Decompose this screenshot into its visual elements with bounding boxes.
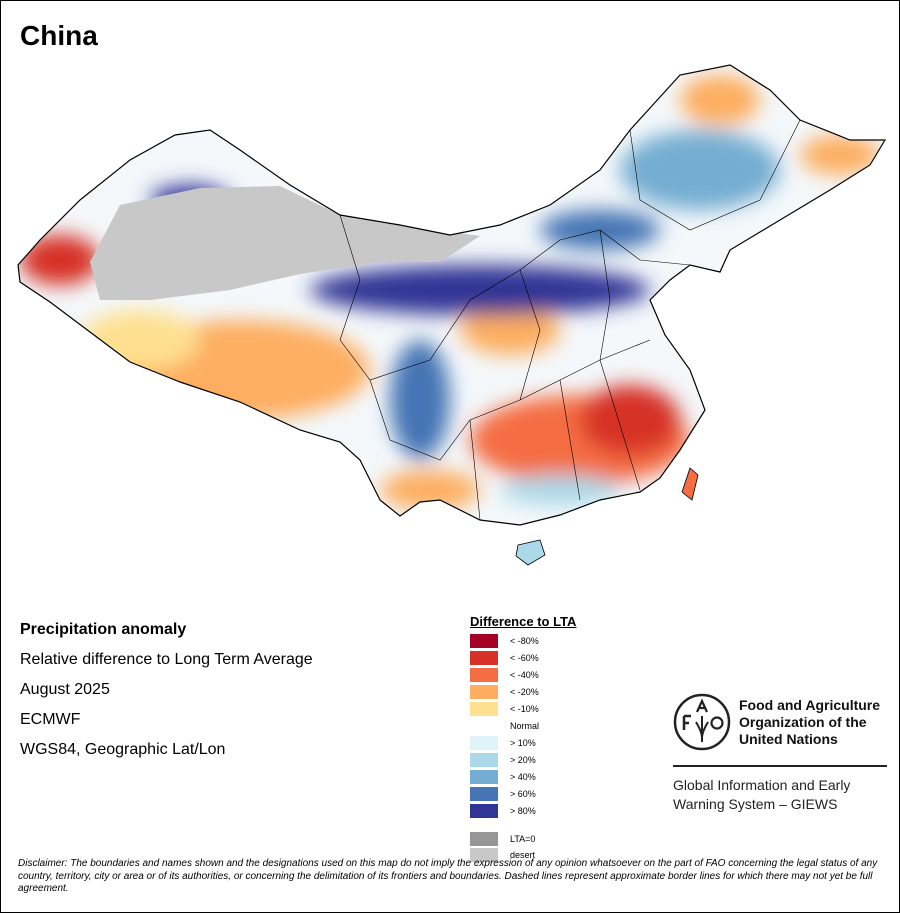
legend-item: > 10% xyxy=(470,736,536,750)
legend-swatch xyxy=(470,787,498,801)
legend-label: < -10% xyxy=(510,704,539,714)
legend-swatch xyxy=(470,685,498,699)
info-projection: WGS84, Geographic Lat/Lon xyxy=(20,741,226,758)
legend-item: < -60% xyxy=(470,651,539,665)
giews-name: Global Information and Early Warning Sys… xyxy=(673,776,850,814)
legend-label: < -40% xyxy=(510,670,539,680)
legend-label: Normal xyxy=(510,721,540,731)
province-boundaries xyxy=(339,119,801,521)
info-subtitle: Relative difference to Long Term Average xyxy=(20,651,313,668)
legend-label: > 80% xyxy=(510,806,536,816)
info-heading: Precipitation anomaly xyxy=(20,621,187,638)
legend-label: < -20% xyxy=(510,687,539,697)
legend-swatch xyxy=(470,848,498,862)
legend-swatch xyxy=(470,753,498,767)
disclaimer: Disclaimer: The boundaries and names sho… xyxy=(18,858,878,894)
legend-title: Difference to LTA xyxy=(470,614,577,629)
china-territory xyxy=(18,65,885,525)
legend-item: < -40% xyxy=(470,668,539,682)
legend-label: < -80% xyxy=(510,636,539,646)
map-title: China xyxy=(20,20,98,51)
legend-swatch xyxy=(470,651,498,665)
hainan xyxy=(515,539,546,566)
fao-name-line: Food and Agriculture xyxy=(739,697,881,713)
legend-item: LTA=0 xyxy=(470,832,535,846)
legend-swatch xyxy=(470,804,498,818)
legend-item: desert xyxy=(470,848,535,862)
fao-name-line: Organization of the xyxy=(739,714,867,730)
fao-logo xyxy=(672,692,732,757)
legend-item: > 20% xyxy=(470,753,536,767)
legend-item: > 80% xyxy=(470,804,536,818)
giews-line: Global Information and Early xyxy=(673,777,851,793)
legend-label: LTA=0 xyxy=(510,834,536,844)
legend-swatch xyxy=(470,719,498,733)
legend-swatch xyxy=(470,736,498,750)
legend-item: < -20% xyxy=(470,685,539,699)
legend-label: > 40% xyxy=(510,772,536,782)
legend-swatch xyxy=(470,832,498,846)
legend-label: > 60% xyxy=(510,789,536,799)
legend-swatch xyxy=(470,634,498,648)
legend-label: > 10% xyxy=(510,738,536,748)
legend-swatch xyxy=(470,702,498,716)
legend-item: Normal xyxy=(470,719,539,733)
legend-item: > 40% xyxy=(470,770,536,784)
giews-line: Warning System – GIEWS xyxy=(673,796,838,812)
legend-item: > 60% xyxy=(470,787,536,801)
taiwan xyxy=(681,467,699,501)
info-source: ECMWF xyxy=(20,711,81,728)
info-period: August 2025 xyxy=(20,681,110,698)
fao-name: Food and Agriculture Organization of the… xyxy=(739,697,880,748)
legend-label: > 20% xyxy=(510,755,536,765)
divider xyxy=(673,765,887,767)
legend-swatch xyxy=(470,770,498,784)
legend-swatch xyxy=(470,668,498,682)
fao-name-line: United Nations xyxy=(739,731,838,747)
legend-item: < -80% xyxy=(470,634,539,648)
desert-area xyxy=(90,186,480,300)
legend-item: < -10% xyxy=(470,702,539,716)
legend-label: < -60% xyxy=(510,653,539,663)
legend-label: desert xyxy=(510,850,536,860)
